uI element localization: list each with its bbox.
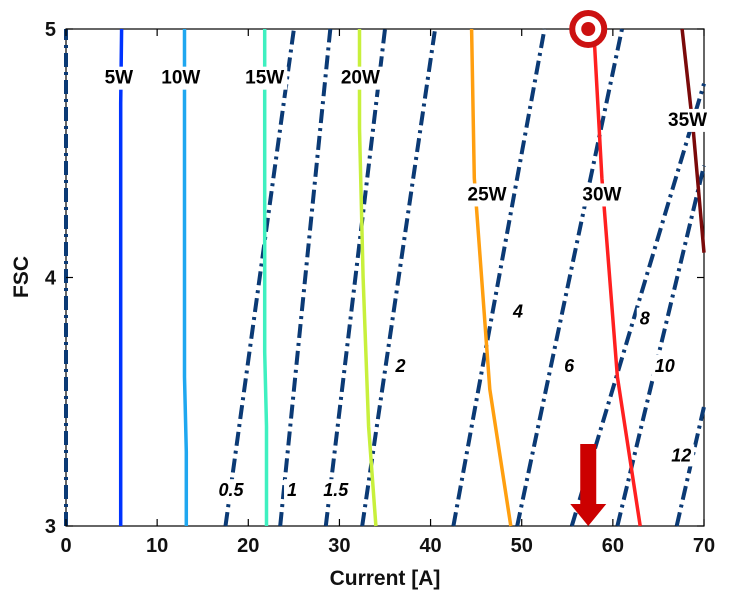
contour-label-6-bg (561, 354, 579, 377)
contour-label-1: 1 (287, 480, 297, 500)
power-label-35w-bg (665, 108, 711, 132)
x-tick-label: 40 (419, 535, 441, 557)
series-layer (64, 10, 706, 527)
contour-line-8 (569, 83, 706, 527)
contour-label-4: 4 (512, 301, 523, 321)
x-tick-label: 0 (60, 535, 71, 557)
contour-line-1-5 (323, 28, 387, 527)
label-layer: 5W 10W 15W 20W 25W 30W 35W 0.5 1 1.5 2 4 6 8 10 12 (101, 66, 711, 502)
contour-label-12-bg (668, 444, 695, 467)
power-label-25w-bg (464, 183, 510, 207)
power-label-25w: 25W (468, 184, 507, 205)
power-label-30w: 30W (582, 184, 621, 205)
power-line-5w (118, 28, 124, 526)
power-label-15w-bg (242, 66, 288, 90)
down-arrow-marker (570, 443, 607, 526)
contour-label-10: 10 (655, 356, 675, 376)
power-line-30w (591, 28, 642, 527)
axes-layer: 0 10 20 30 40 50 60 70 3 4 5 (45, 19, 715, 557)
contour-label-8: 8 (640, 309, 650, 329)
power-label-20w-bg (337, 66, 383, 90)
contour-line-2 (360, 28, 438, 527)
x-tick-label: 10 (146, 535, 168, 557)
contour-label-1-bg (284, 479, 301, 502)
contour-label-12: 12 (671, 445, 691, 465)
y-axis-title: FSC (10, 256, 33, 298)
power-label-20w: 20W (341, 68, 380, 89)
power-label-15w: 15W (245, 68, 284, 89)
power-label-35w: 35W (668, 110, 707, 131)
contour-label-0-5-bg (215, 479, 248, 502)
contour-label-2: 2 (394, 356, 405, 376)
power-label-5w-bg (101, 66, 137, 90)
y-tick-label: 3 (45, 516, 56, 538)
power-line-15w (262, 29, 269, 526)
contour-label-2-bg (391, 354, 409, 377)
contour-label-6: 6 (564, 356, 575, 376)
contour-line-4 (451, 28, 547, 527)
contour-line-1 (278, 28, 333, 527)
x-tick-label: 20 (237, 535, 259, 557)
x-axis-title: Current [A] (330, 567, 441, 590)
contour-label-4-bg (509, 300, 527, 323)
power-label-10w: 10W (161, 68, 200, 89)
contour-label-8-bg (636, 307, 653, 330)
power-label-30w-bg (579, 183, 625, 207)
contour-line-6 (515, 28, 624, 527)
y-tick-label: 5 (45, 19, 56, 41)
contour-label-1-5: 1.5 (323, 480, 349, 500)
x-tick-label: 60 (602, 535, 624, 557)
x-tick-label: 50 (511, 535, 533, 557)
power-line-25w (469, 28, 513, 527)
x-tick-label: 30 (328, 535, 350, 557)
contour-label-0-5: 0.5 (218, 480, 244, 500)
power-line-10w (182, 29, 189, 526)
x-tick-label: 70 (693, 535, 715, 557)
power-label-10w-bg (158, 66, 204, 90)
y-tick-label: 4 (45, 268, 57, 290)
contour-label-1-5-bg (320, 479, 353, 502)
power-label-5w: 5W (105, 68, 134, 89)
power-line-20w (357, 29, 378, 527)
contour-label-10-bg (651, 354, 678, 377)
target-marker-dot (581, 22, 596, 36)
contour-line-0-5 (223, 28, 296, 527)
